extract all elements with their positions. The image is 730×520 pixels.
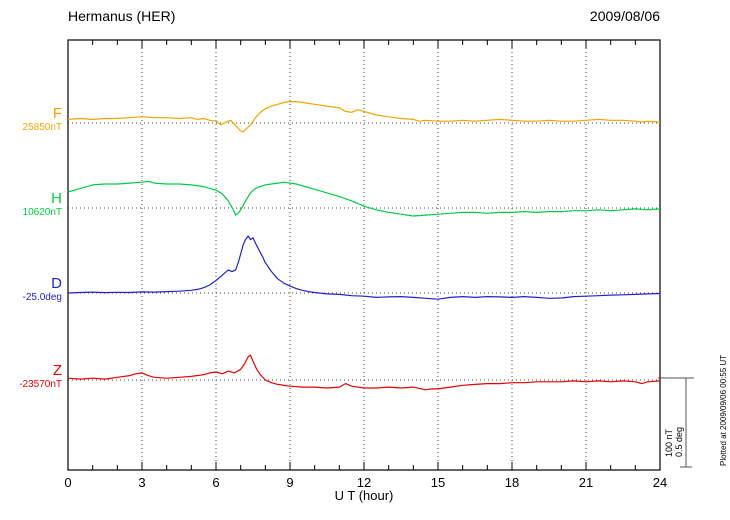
series-letter-H: H — [51, 190, 62, 207]
series-baselines — [68, 122, 660, 381]
scalebar-label-nt: 100 nT — [664, 428, 674, 457]
plotted-at-note: Plotted at 2009/09/06 00:55 UT — [719, 355, 728, 466]
series-baseline-value-D: -25.0deg — [22, 292, 62, 303]
trace-H — [67, 180, 661, 217]
trace-Z — [67, 354, 661, 391]
trace-D — [67, 235, 661, 300]
x-axis-label: U T (hour) — [334, 488, 394, 503]
series-label-Z: Z -23570nT — [0, 362, 62, 391]
x-tick-label-6: 6 — [212, 475, 219, 490]
x-tick-label-24: 24 — [653, 475, 667, 490]
series-letter-D: D — [51, 275, 62, 292]
scale-bar: 100 nT 0.5 deg — [658, 377, 694, 468]
x-tick-label-15: 15 — [431, 475, 445, 490]
x-tick-label-12: 12 — [357, 475, 371, 490]
x-tick-label-0: 0 — [64, 475, 71, 490]
series-label-D: D -25.0deg — [0, 275, 62, 304]
series-letter-F: F — [52, 105, 62, 122]
x-tick-label-9: 9 — [286, 475, 293, 490]
station-title: Hermanus (HER) — [68, 8, 176, 24]
series-label-F: F 25850nT — [0, 105, 62, 134]
axes: 0 3 6 9 12 15 18 21 24 — [64, 39, 667, 490]
x-tick-label-3: 3 — [138, 475, 145, 490]
series-letter-Z: Z — [52, 362, 62, 379]
series-baseline-value-Z: -23570nT — [19, 379, 62, 390]
plot-date: 2009/08/06 — [589, 8, 660, 24]
trace-F — [67, 100, 661, 133]
series-baseline-value-H: 10620nT — [22, 207, 62, 218]
series-label-H: H 10620nT — [0, 190, 62, 219]
x-tick-label-21: 21 — [579, 475, 593, 490]
grid-lines — [141, 40, 587, 470]
series-baseline-value-F: 25850nT — [22, 122, 62, 133]
scalebar-label-deg: 0.5 deg — [674, 427, 684, 457]
x-tick-label-18: 18 — [505, 475, 519, 490]
traces — [67, 100, 661, 391]
